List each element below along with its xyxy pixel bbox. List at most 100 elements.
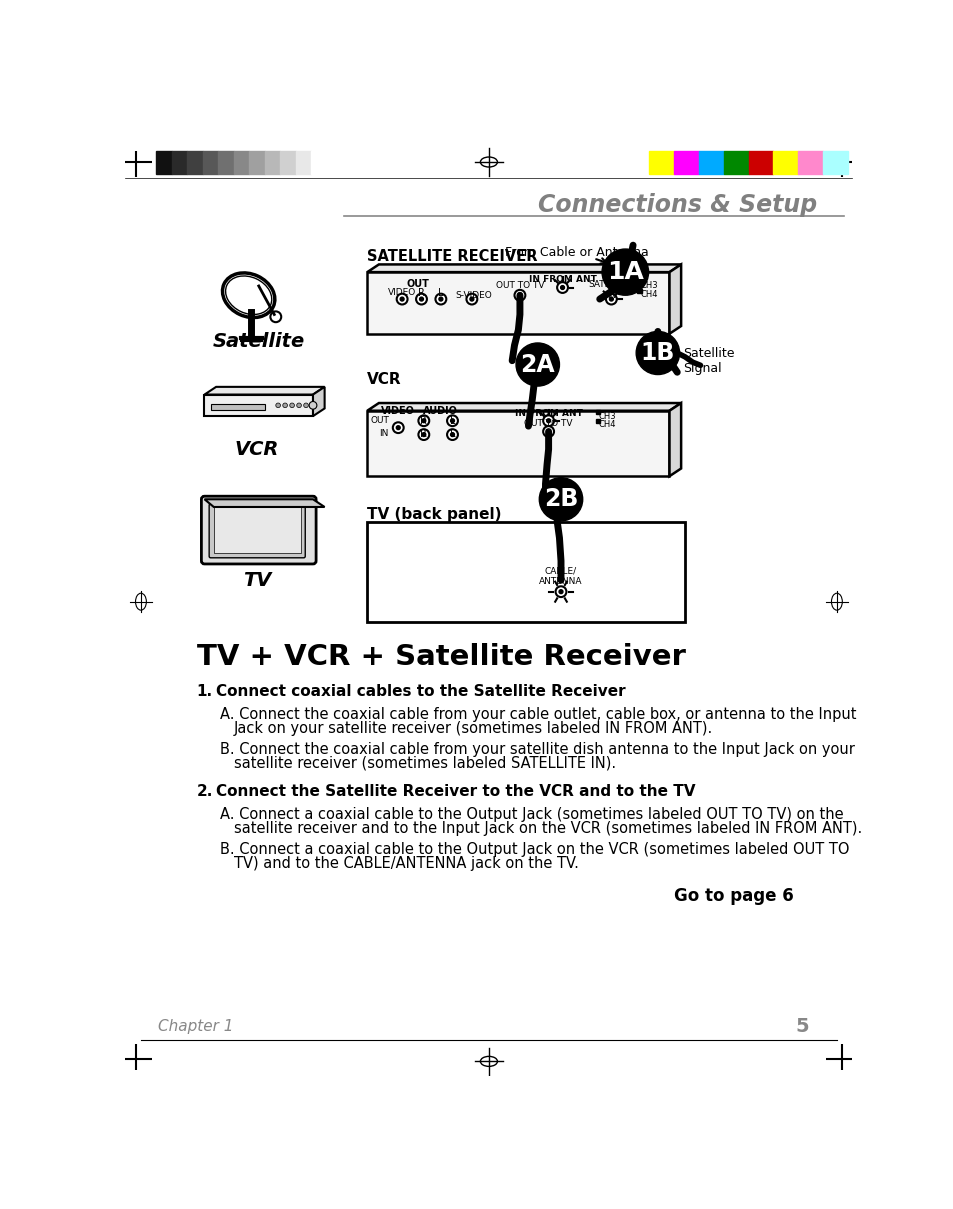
Text: Connections & Setup: Connections & Setup: [537, 193, 816, 218]
Circle shape: [517, 294, 521, 297]
Circle shape: [601, 249, 648, 295]
Bar: [596, 410, 599, 413]
Polygon shape: [669, 403, 680, 476]
Text: OUT: OUT: [370, 416, 389, 426]
Bar: [748, 151, 773, 174]
Bar: [187, 151, 203, 174]
Text: VCR: VCR: [234, 440, 279, 458]
Text: B. Connect a coaxial cable to the Output Jack on the VCR (sometimes labeled OUT : B. Connect a coaxial cable to the Output…: [220, 843, 848, 857]
FancyBboxPatch shape: [209, 504, 305, 557]
Text: TV: TV: [243, 571, 271, 590]
Bar: [213, 507, 300, 554]
Circle shape: [416, 294, 427, 305]
Circle shape: [438, 297, 442, 301]
Text: OUT: OUT: [406, 279, 429, 289]
Text: TV (back panel): TV (back panel): [367, 508, 501, 522]
Text: IN: IN: [379, 429, 389, 439]
Circle shape: [421, 433, 425, 436]
Text: B. Connect the coaxial cable from your satellite dish antenna to the Input Jack : B. Connect the coaxial cable from your s…: [220, 742, 854, 757]
Circle shape: [282, 403, 287, 407]
Text: 1B: 1B: [640, 341, 675, 365]
Text: 5: 5: [795, 1017, 808, 1036]
Bar: [822, 151, 847, 174]
Circle shape: [450, 433, 454, 436]
Bar: [674, 151, 699, 174]
Circle shape: [542, 426, 554, 436]
Bar: [699, 151, 723, 174]
Circle shape: [447, 429, 457, 440]
Circle shape: [290, 403, 294, 407]
Circle shape: [418, 416, 429, 426]
Circle shape: [399, 297, 404, 301]
Text: Go to page 6: Go to page 6: [673, 887, 793, 904]
Bar: [203, 151, 218, 174]
Circle shape: [466, 294, 476, 305]
Text: OUT TO TV: OUT TO TV: [496, 282, 543, 290]
Polygon shape: [669, 265, 680, 334]
Circle shape: [555, 586, 566, 597]
Circle shape: [270, 312, 281, 322]
Circle shape: [303, 403, 308, 407]
Text: Connect the Satellite Receiver to the VCR and to the TV: Connect the Satellite Receiver to the VC…: [216, 785, 695, 799]
Text: R: R: [417, 288, 424, 297]
Text: VIDEO: VIDEO: [388, 289, 416, 297]
FancyBboxPatch shape: [201, 496, 315, 563]
Text: R: R: [420, 429, 427, 439]
Circle shape: [450, 418, 454, 423]
Bar: [172, 151, 187, 174]
Circle shape: [542, 416, 554, 426]
Text: Jack on your satellite receiver (sometimes labeled IN FROM ANT).: Jack on your satellite receiver (sometim…: [233, 722, 713, 736]
Text: L: L: [449, 429, 455, 439]
Text: From Cable or Antenna: From Cable or Antenna: [504, 247, 648, 260]
Circle shape: [516, 343, 558, 386]
Text: IN FROM ANT: IN FROM ANT: [514, 409, 582, 417]
Text: L: L: [437, 288, 443, 297]
Text: 1.: 1.: [196, 684, 213, 699]
Bar: [204, 394, 313, 416]
Polygon shape: [204, 387, 324, 394]
Text: Connect coaxial cables to the Satellite Receiver: Connect coaxial cables to the Satellite …: [216, 684, 625, 699]
Text: SATELLITE RECEIVER: SATELLITE RECEIVER: [367, 249, 537, 265]
Bar: [637, 289, 641, 293]
Bar: [596, 420, 599, 423]
Circle shape: [546, 429, 550, 434]
Circle shape: [275, 403, 280, 407]
Text: CABLE/
ANTENNA: CABLE/ ANTENNA: [538, 566, 582, 586]
Circle shape: [605, 294, 617, 305]
Circle shape: [514, 290, 525, 301]
Text: R: R: [420, 416, 427, 426]
Text: Chapter 1: Chapter 1: [158, 1019, 233, 1034]
Bar: [649, 151, 674, 174]
Polygon shape: [204, 499, 324, 507]
Text: A. Connect the coaxial cable from your cable outlet, cable box, or antenna to th: A. Connect the coaxial cable from your c…: [220, 707, 856, 723]
Bar: [798, 151, 822, 174]
Text: AUDIO: AUDIO: [423, 406, 457, 416]
Circle shape: [421, 418, 425, 423]
Bar: [280, 151, 295, 174]
Text: L: L: [449, 416, 455, 426]
Circle shape: [309, 401, 316, 409]
Bar: [211, 404, 265, 410]
Circle shape: [558, 590, 562, 594]
Bar: [249, 151, 265, 174]
Polygon shape: [313, 387, 324, 416]
Circle shape: [419, 297, 423, 301]
Circle shape: [447, 416, 457, 426]
Ellipse shape: [222, 273, 274, 318]
Text: S-VIDEO: S-VIDEO: [456, 290, 492, 300]
Circle shape: [396, 294, 407, 305]
Text: CH4: CH4: [598, 420, 616, 429]
Polygon shape: [367, 265, 680, 272]
Circle shape: [418, 429, 429, 440]
Circle shape: [296, 403, 301, 407]
Bar: [723, 151, 748, 174]
Text: IN FROM ANT: IN FROM ANT: [528, 276, 596, 284]
Circle shape: [393, 422, 403, 433]
Circle shape: [546, 418, 550, 423]
Text: SATELLITE
IN: SATELLITE IN: [588, 279, 634, 300]
Bar: [265, 151, 280, 174]
Text: satellite receiver and to the Input Jack on the VCR (sometimes labeled IN FROM A: satellite receiver and to the Input Jack…: [233, 821, 862, 837]
Bar: [367, 272, 669, 334]
Circle shape: [538, 478, 582, 521]
Bar: [367, 411, 669, 476]
